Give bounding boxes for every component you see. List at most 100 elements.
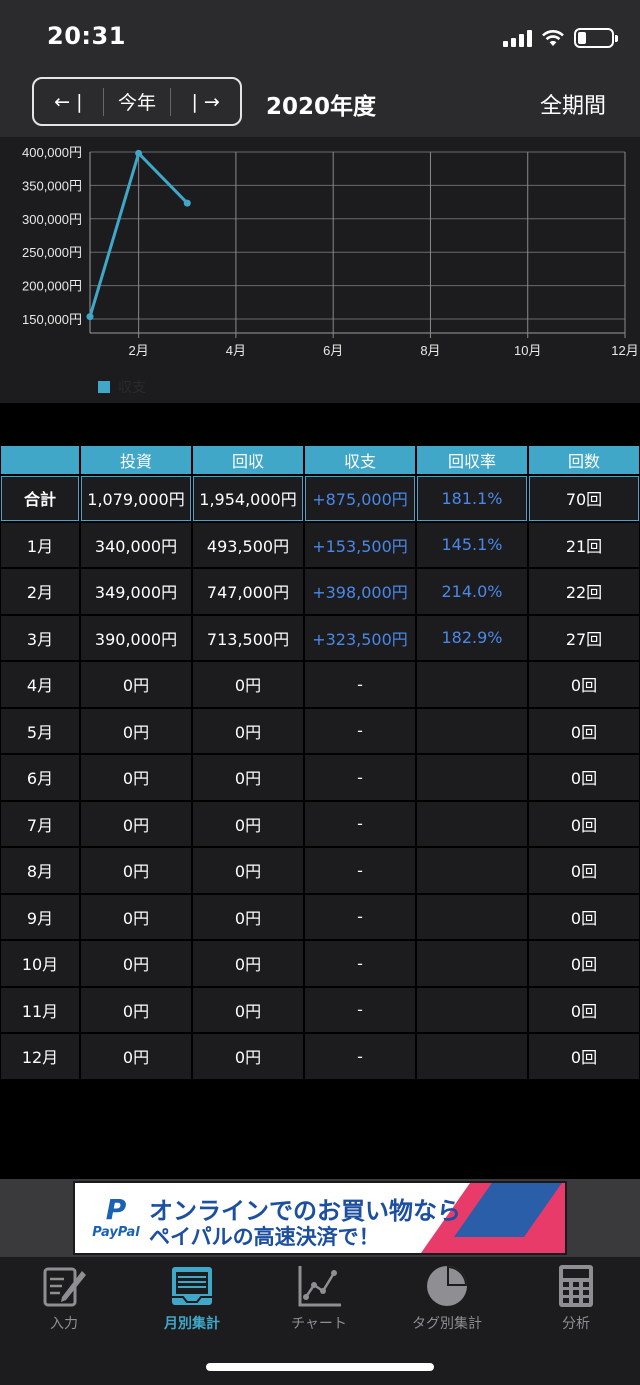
month-label: 7月 <box>1 801 79 846</box>
investment-cell: 390,000円 <box>81 615 191 660</box>
return-rate-cell: 145.1% <box>417 522 527 567</box>
calculator-icon <box>551 1263 601 1309</box>
return-rate-cell: 214.0% <box>417 569 527 614</box>
tab-input[interactable]: 入力 <box>9 1263 119 1333</box>
monthly-table: 投資 回収 収支 回収率 回数 合計 1,079,000円 1,954,000円… <box>0 444 640 1081</box>
investment-cell: 0円 <box>81 755 191 800</box>
return-rate-cell <box>417 662 527 707</box>
balance-cell: +153,500円 <box>305 522 415 567</box>
header-return-rate: 回収率 <box>417 446 527 474</box>
count-cell: 0回 <box>529 894 639 939</box>
count-cell: 0回 <box>529 848 639 893</box>
legend-swatch <box>98 381 110 393</box>
this-year-button[interactable]: 今年 <box>102 87 172 116</box>
investment-cell: 0円 <box>81 801 191 846</box>
month-label: 3月 <box>1 615 79 660</box>
tab-tag[interactable]: タグ別集計 <box>392 1263 502 1333</box>
investment-cell: 0円 <box>81 987 191 1032</box>
investment-cell: 0円 <box>81 848 191 893</box>
prev-year-button[interactable]: ← | <box>54 90 83 113</box>
month-label: 4月 <box>1 662 79 707</box>
count-cell: 22回 <box>529 569 639 614</box>
signal-icon <box>503 29 532 47</box>
balance-cell: - <box>305 755 415 800</box>
header-return: 回収 <box>193 446 303 474</box>
x-tick-label: 10月 <box>514 343 541 358</box>
month-label: 2月 <box>1 569 79 614</box>
y-tick-label: 400,000円 <box>22 145 82 160</box>
tab-analysis[interactable]: 分析 <box>521 1263 631 1333</box>
investment-cell: 349,000円 <box>81 569 191 614</box>
investment-cell: 0円 <box>81 662 191 707</box>
balance-cell: - <box>305 662 415 707</box>
tab-chart[interactable]: チャート <box>264 1263 374 1333</box>
table-row: 7月 0円 0円 -0回 <box>1 801 639 846</box>
balance-chart: 400,000円 350,000円 300,000円 250,000円 200,000円… <box>0 137 640 403</box>
table-row: 11月 0円 0円 -0回 <box>1 987 639 1032</box>
x-tick-label: 2月 <box>129 343 149 358</box>
balance-cell: - <box>305 848 415 893</box>
y-tick-label: 150,000円 <box>22 312 82 327</box>
balance-cell: - <box>305 708 415 753</box>
home-indicator[interactable] <box>206 1363 434 1371</box>
return-cell: 0円 <box>193 848 303 893</box>
return-rate-cell <box>417 1034 527 1079</box>
return-rate-cell <box>417 708 527 753</box>
table-header-row: 投資 回収 収支 回収率 回数 <box>1 446 639 474</box>
data-point <box>86 313 94 321</box>
tab-tag-label: タグ別集計 <box>412 1316 482 1332</box>
page-title: 2020年度 <box>266 94 377 120</box>
x-tick-label: 4月 <box>226 343 246 358</box>
count-cell: 0回 <box>529 755 639 800</box>
month-label: 9月 <box>1 894 79 939</box>
y-tick-label: 200,000円 <box>22 279 82 294</box>
month-label: 11月 <box>1 987 79 1032</box>
total-label: 合計 <box>1 476 79 521</box>
table-row: 10月 0円 0円 -0回 <box>1 941 639 986</box>
return-rate-cell <box>417 941 527 986</box>
balance-cell: - <box>305 987 415 1032</box>
tab-bar: 入力 月別集計 チャート <box>0 1257 640 1385</box>
pie-chart-icon <box>422 1263 472 1309</box>
total-return: 1,954,000円 <box>193 476 303 521</box>
tab-chart-label: チャート <box>291 1316 347 1332</box>
ad-area: P PayPal オンラインでのお買い物なら ペイパルの高速決済で！ <box>0 1179 640 1257</box>
pencil-note-icon <box>39 1263 89 1309</box>
return-cell: 0円 <box>193 1034 303 1079</box>
table-row: 12月 0円 0円 -0回 <box>1 1034 639 1079</box>
return-rate-cell <box>417 755 527 800</box>
tab-monthly[interactable]: 月別集計 <box>137 1263 247 1333</box>
month-label: 5月 <box>1 708 79 753</box>
balance-cell: +398,000円 <box>305 569 415 614</box>
wifi-icon <box>542 30 564 46</box>
total-balance: +875,000円 <box>305 476 415 521</box>
month-label: 12月 <box>1 1034 79 1079</box>
tab-input-label: 入力 <box>50 1316 78 1332</box>
next-year-button[interactable]: | → <box>191 90 220 113</box>
month-label: 10月 <box>1 941 79 986</box>
table-row: 3月 390,000円 713,500円 +323,500円 182.9% 27回 <box>1 615 639 660</box>
return-cell: 747,000円 <box>193 569 303 614</box>
count-cell: 0回 <box>529 941 639 986</box>
count-cell: 0回 <box>529 662 639 707</box>
return-cell: 0円 <box>193 987 303 1032</box>
ad-headline: オンラインでのお買い物なら <box>149 1197 461 1225</box>
return-rate-cell <box>417 801 527 846</box>
tab-monthly-label: 月別集計 <box>164 1316 220 1332</box>
status-icons <box>503 26 618 50</box>
header-count: 回数 <box>529 446 639 474</box>
return-cell: 713,500円 <box>193 615 303 660</box>
balance-cell: +323,500円 <box>305 615 415 660</box>
paypal-ad-banner[interactable]: P PayPal オンラインでのお買い物なら ペイパルの高速決済で！ <box>73 1181 567 1255</box>
status-time: 20:31 <box>47 22 126 50</box>
total-investment: 1,079,000円 <box>81 476 191 521</box>
all-period-button[interactable]: 全期間 <box>539 94 606 119</box>
tab-analysis-label: 分析 <box>562 1316 590 1332</box>
investment-cell: 0円 <box>81 894 191 939</box>
line-chart-icon <box>294 1263 344 1309</box>
month-label: 1月 <box>1 522 79 567</box>
return-cell: 0円 <box>193 941 303 986</box>
return-rate-cell <box>417 848 527 893</box>
balance-cell: - <box>305 894 415 939</box>
chart-legend: 収支 <box>98 377 146 397</box>
